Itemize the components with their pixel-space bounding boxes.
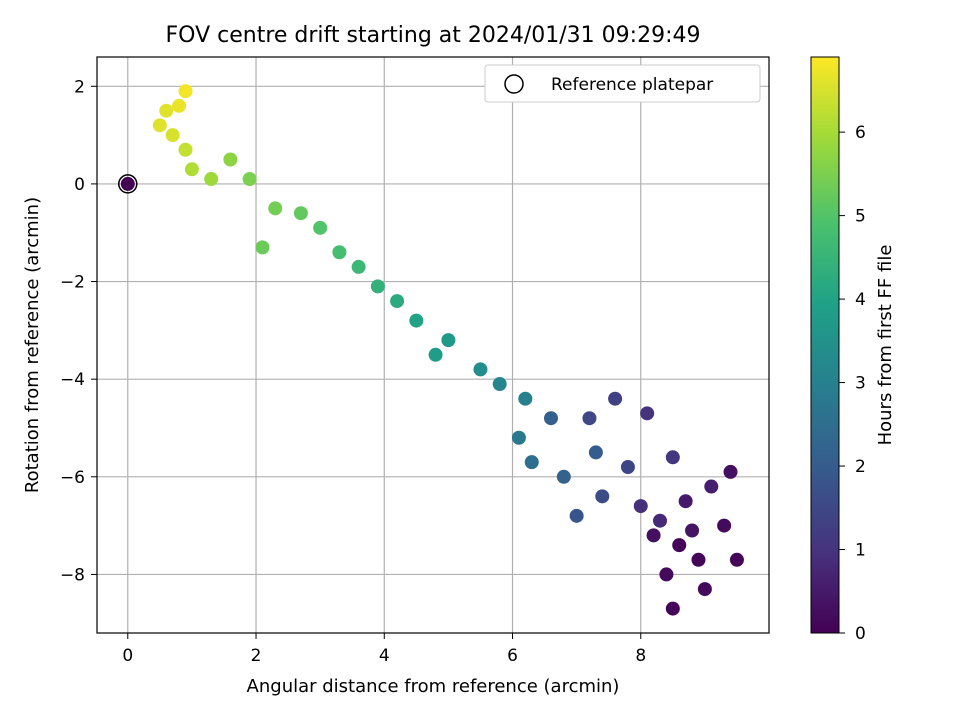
y-tick-label: 0 bbox=[74, 175, 85, 195]
scatter-point bbox=[569, 508, 584, 523]
plot-background bbox=[97, 57, 769, 633]
colorbar-tick-label: 6 bbox=[855, 123, 866, 143]
scatter-point bbox=[543, 411, 558, 426]
y-tick-label: −6 bbox=[60, 468, 85, 488]
x-tick-label: 0 bbox=[122, 646, 133, 666]
scatter-point bbox=[646, 528, 661, 543]
plot-area: 0 2 4 6 8 2 0 −2 −4 −6 −8 bbox=[60, 56, 770, 666]
grid-lines bbox=[97, 57, 769, 633]
scatter-point bbox=[729, 552, 744, 567]
colorbar-gradient bbox=[810, 56, 840, 634]
scatter-point bbox=[178, 84, 193, 99]
scatter-point bbox=[293, 206, 308, 221]
colorbar-tick-label: 5 bbox=[855, 207, 866, 227]
scatter-point bbox=[556, 469, 571, 484]
scatter-point bbox=[595, 489, 610, 504]
scatter-point bbox=[697, 582, 712, 597]
scatter-point bbox=[717, 518, 732, 533]
scatter-point bbox=[184, 162, 199, 177]
y-axis-label: Rotation from reference (arcmin) bbox=[22, 197, 43, 493]
colorbar-tick-label: 3 bbox=[855, 374, 866, 394]
x-tick-label: 2 bbox=[251, 646, 262, 666]
scatter-point bbox=[672, 538, 687, 553]
scatter-point bbox=[242, 172, 257, 187]
y-tick-label: 2 bbox=[74, 77, 85, 97]
legend: Reference platepar bbox=[484, 64, 761, 103]
colorbar-ticks: 0 1 2 3 4 5 6 bbox=[839, 123, 866, 644]
scatter-point bbox=[704, 479, 719, 494]
scatter-point bbox=[518, 391, 533, 406]
legend-label: Reference platepar bbox=[551, 75, 713, 95]
plot-frame bbox=[96, 56, 770, 634]
scatter-point bbox=[255, 240, 270, 255]
scatter-point bbox=[524, 455, 539, 470]
scatter-point bbox=[165, 128, 180, 143]
scatter-point bbox=[665, 450, 680, 465]
scatter-point bbox=[678, 494, 693, 509]
scatter-point bbox=[370, 279, 385, 294]
data-points bbox=[120, 84, 744, 616]
scatter-point bbox=[390, 294, 405, 309]
scatter-point bbox=[441, 333, 456, 348]
y-tick-label: −8 bbox=[60, 565, 85, 585]
y-axis-ticks: 2 0 −2 −4 −6 −8 bbox=[60, 77, 97, 585]
scatter-point bbox=[659, 567, 674, 582]
scatter-point bbox=[204, 172, 219, 187]
x-tick-label: 8 bbox=[635, 646, 646, 666]
scatter-point bbox=[428, 347, 443, 362]
scatter-point bbox=[685, 523, 700, 538]
colorbar-tick-label: 0 bbox=[855, 624, 866, 644]
scatter-point bbox=[223, 152, 238, 167]
scatter-point bbox=[268, 201, 283, 216]
scatter-point bbox=[608, 391, 623, 406]
x-axis-label: Angular distance from reference (arcmin) bbox=[247, 676, 620, 697]
colorbar: 0 1 2 3 4 5 6 Hours from first FF file bbox=[810, 56, 896, 644]
y-tick-label: −4 bbox=[60, 370, 85, 390]
scatter-point bbox=[588, 445, 603, 460]
colorbar-tick-label: 1 bbox=[855, 541, 866, 561]
scatter-point bbox=[152, 118, 167, 133]
scatter-point bbox=[492, 377, 507, 392]
scatter-point bbox=[351, 259, 366, 274]
scatter-point bbox=[511, 430, 526, 445]
x-tick-label: 4 bbox=[379, 646, 390, 666]
scatter-point bbox=[582, 411, 597, 426]
scatter-point bbox=[313, 220, 328, 235]
chart-title: FOV centre drift starting at 2024/01/31 … bbox=[166, 23, 701, 48]
scatter-point bbox=[159, 103, 174, 118]
scatter-point bbox=[652, 513, 667, 528]
scatter-point bbox=[633, 499, 648, 514]
x-axis-ticks: 0 2 4 6 8 bbox=[122, 633, 646, 666]
x-tick-label: 6 bbox=[507, 646, 518, 666]
y-tick-label: −2 bbox=[60, 273, 85, 293]
scatter-point bbox=[665, 601, 680, 616]
scatter-point bbox=[473, 362, 488, 377]
scatter-point bbox=[178, 142, 193, 157]
reference-point bbox=[118, 174, 138, 194]
scatter-point bbox=[620, 460, 635, 475]
legend-box bbox=[484, 64, 761, 103]
colorbar-tick-label: 2 bbox=[855, 457, 866, 477]
scatter-point bbox=[723, 464, 738, 479]
scatter-point bbox=[409, 313, 424, 328]
scatter-point bbox=[640, 406, 655, 421]
scatter-point bbox=[172, 98, 187, 113]
scatter-point bbox=[332, 245, 347, 260]
colorbar-tick-label: 4 bbox=[855, 290, 866, 310]
colorbar-label: Hours from first FF file bbox=[875, 245, 896, 446]
scatter-point bbox=[691, 552, 706, 567]
legend-marker bbox=[504, 74, 524, 94]
reference-point-fill bbox=[120, 176, 135, 191]
